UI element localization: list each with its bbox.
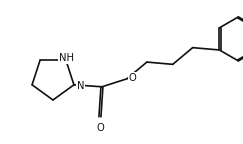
Text: N: N bbox=[77, 81, 84, 91]
Text: O: O bbox=[96, 123, 104, 133]
Text: O: O bbox=[129, 73, 137, 83]
Text: NH: NH bbox=[60, 53, 74, 63]
